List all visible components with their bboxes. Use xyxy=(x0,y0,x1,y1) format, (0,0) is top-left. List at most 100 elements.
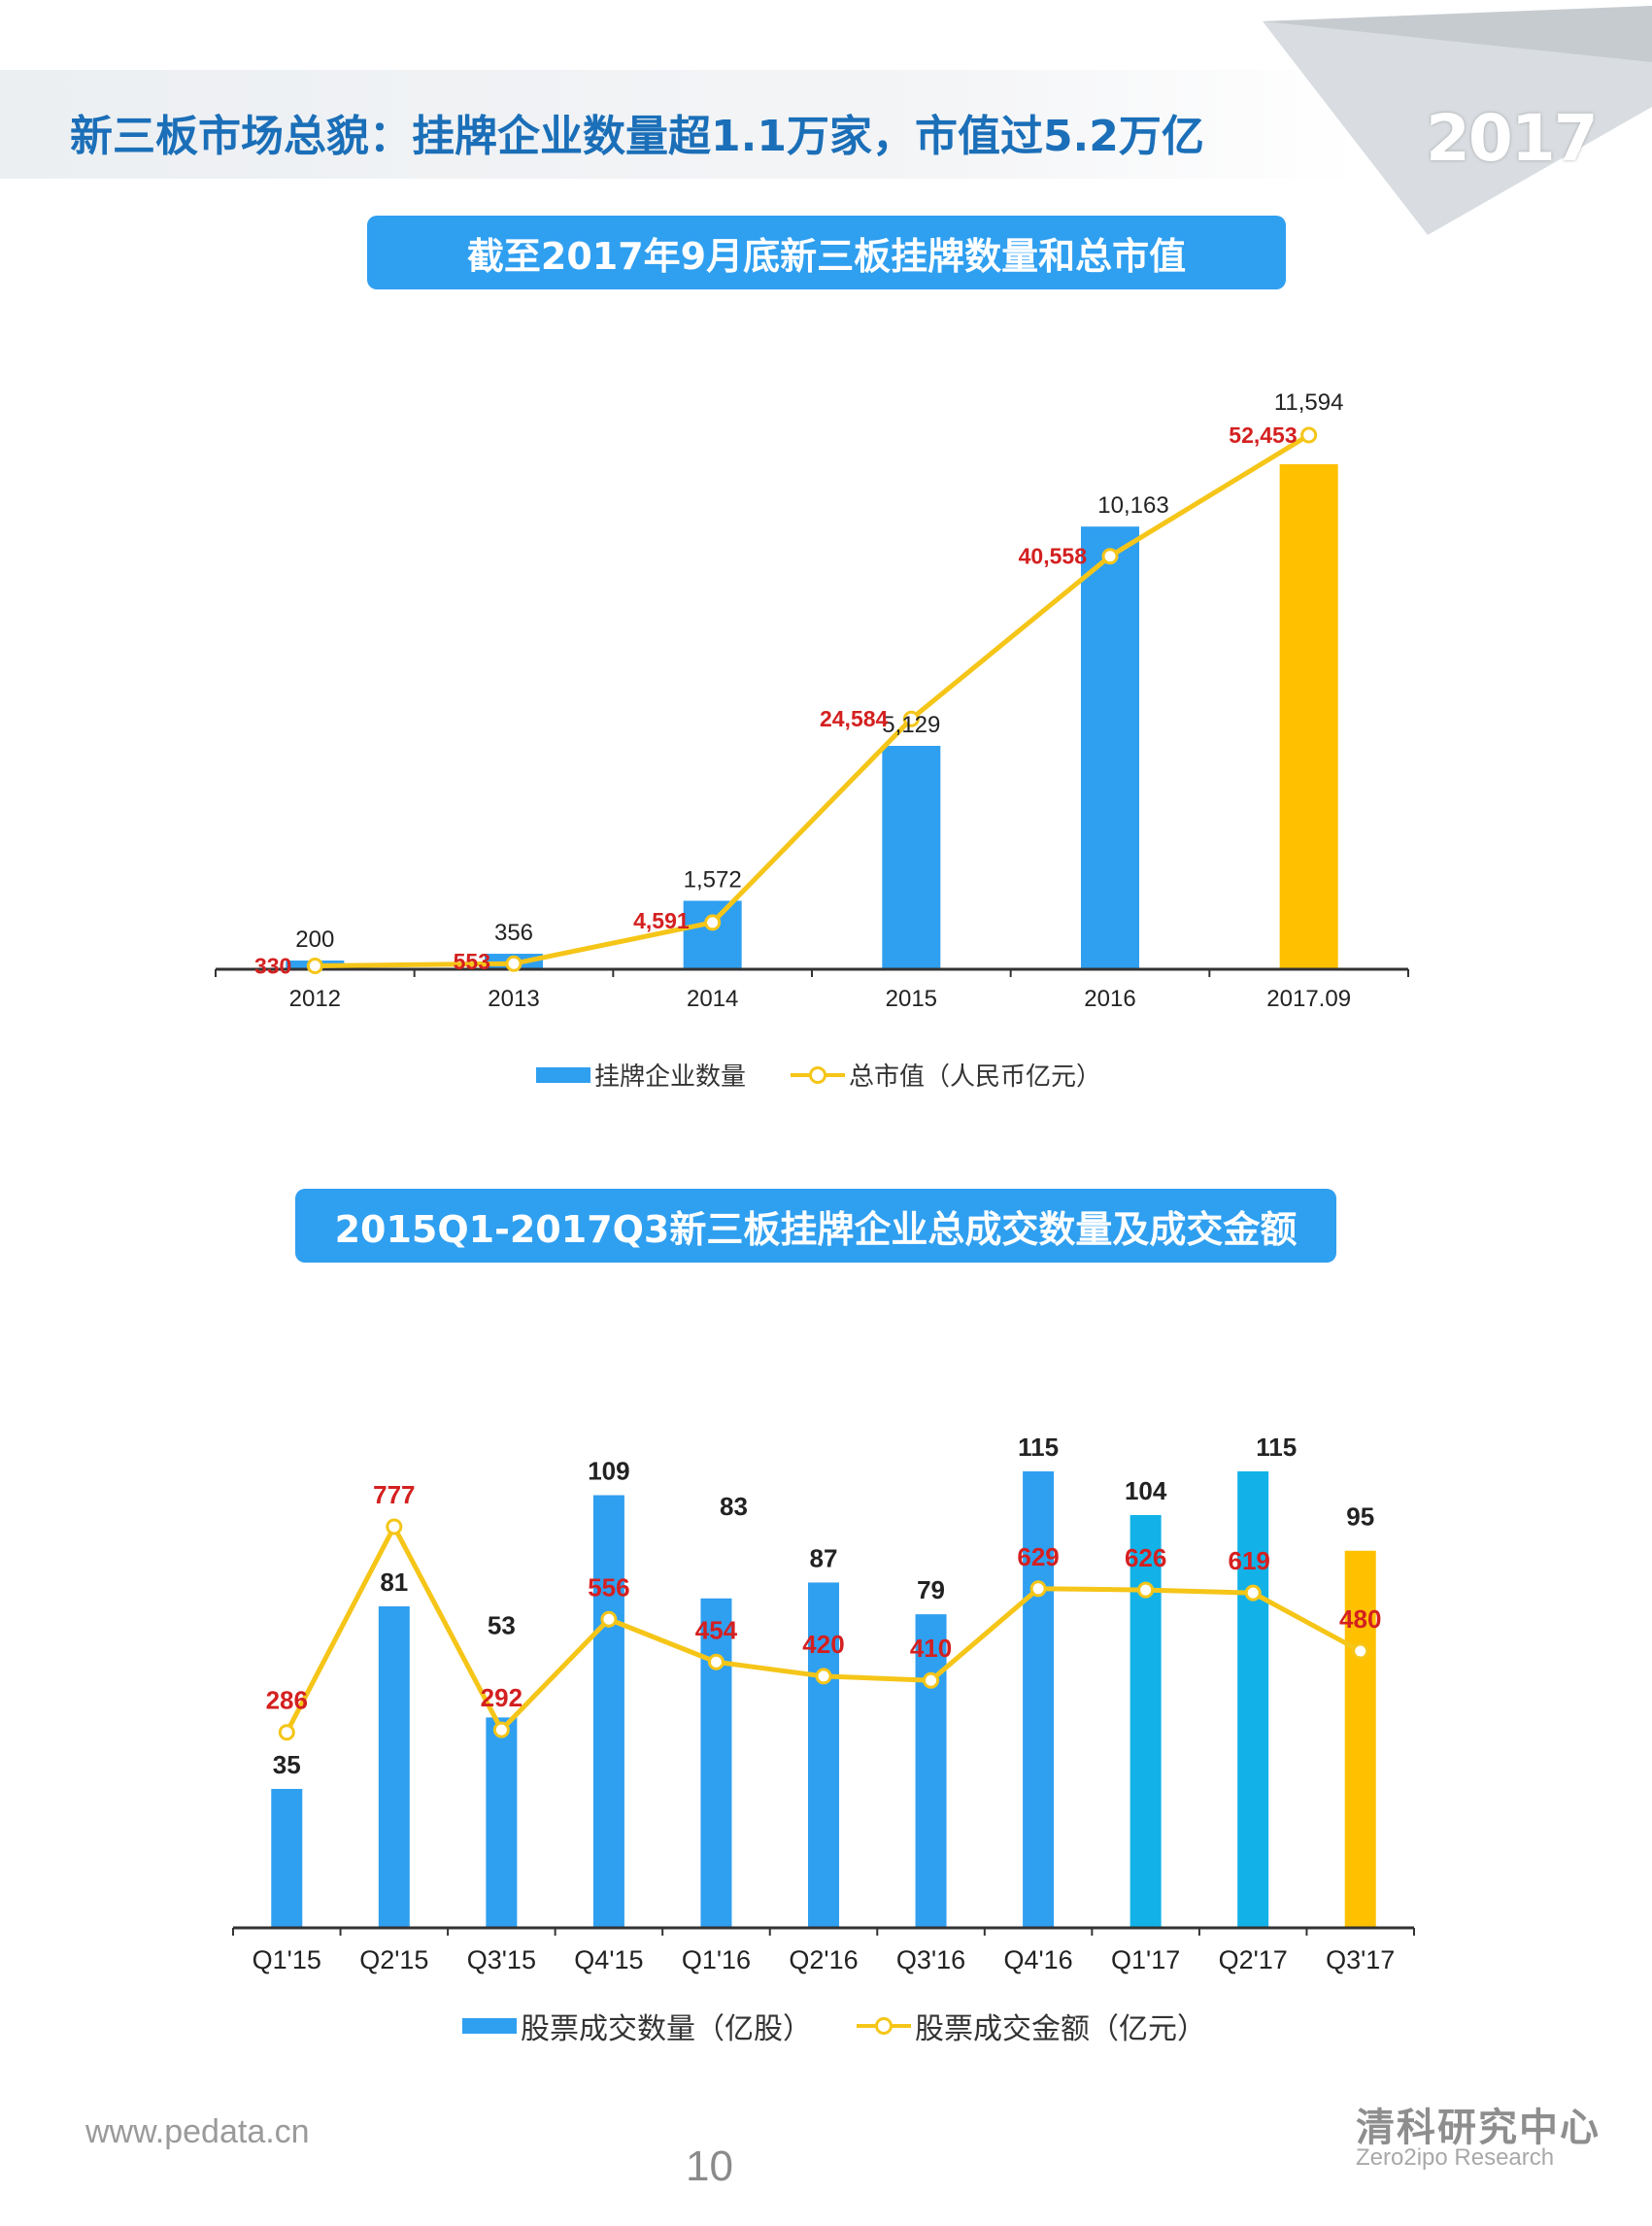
bar-data-label: 356 xyxy=(494,920,533,946)
bar-2015 xyxy=(882,745,941,969)
bar-data-label: 109 xyxy=(588,1457,629,1486)
x-tick-label: Q2'16 xyxy=(789,1945,858,1974)
x-tick-label: Q2'15 xyxy=(359,1945,428,1974)
chart1-legend: 挂牌企业数量 总市值（人民币亿元） xyxy=(536,1057,1101,1093)
legend-item-bar: 股票成交数量（亿股） xyxy=(462,2005,812,2047)
chart1-title: 截至2017年9月底新三板挂牌数量和总市值 xyxy=(367,216,1286,289)
line-point-2014 xyxy=(704,914,722,931)
line-point-2012 xyxy=(306,958,323,975)
line-data-label: 454 xyxy=(695,1615,738,1644)
page-number: 10 xyxy=(686,2142,733,2190)
bar-data-label: 87 xyxy=(810,1543,838,1572)
chart2-title: 2015Q1-2017Q3新三板挂牌企业总成交数量及成交金额 xyxy=(295,1189,1336,1263)
bar-data-label: 200 xyxy=(295,927,334,953)
line-point-Q3'17 xyxy=(1352,1642,1369,1660)
line-point-Q4'15 xyxy=(600,1610,618,1628)
line-data-label: 330 xyxy=(254,954,291,979)
bar-data-label: 83 xyxy=(720,1492,748,1521)
bar-data-label: 5,129 xyxy=(882,712,940,738)
legend-label: 股票成交金额（亿元） xyxy=(915,2012,1206,2046)
line-data-label: 410 xyxy=(910,1634,952,1663)
line-data-label: 556 xyxy=(588,1572,629,1602)
bar-data-label: 115 xyxy=(1018,1433,1059,1462)
line-data-label: 52,453 xyxy=(1229,422,1297,448)
bar-data-label: 81 xyxy=(380,1568,408,1597)
x-tick-label: Q3'15 xyxy=(467,1945,536,1974)
legend-label: 总市值（人民币亿元） xyxy=(849,1062,1102,1092)
line-data-label: 286 xyxy=(266,1686,308,1715)
x-tick-label: 2016 xyxy=(1084,986,1135,1012)
page-title: 新三板市场总貌：挂牌企业数量超1.1万家，市值过5.2万亿 xyxy=(70,112,1204,161)
bar-data-label: 35 xyxy=(273,1750,301,1779)
chart2-legend: 股票成交数量（亿股） 股票成交金额（亿元） xyxy=(462,2005,1206,2047)
line-data-label: 626 xyxy=(1125,1543,1166,1572)
footer-website: www.pedata.cn xyxy=(85,2113,310,2150)
bar-data-label: 79 xyxy=(917,1575,945,1604)
year-badge: 2017 xyxy=(1426,101,1599,176)
bar-2016 xyxy=(1081,526,1139,969)
bar-Q4'15 xyxy=(592,1495,624,1928)
line-point-Q2'15 xyxy=(386,1518,403,1535)
line-data-label: 553 xyxy=(454,949,490,974)
line-data-label: 480 xyxy=(1339,1604,1381,1634)
bar-data-label: 11,594 xyxy=(1274,389,1344,416)
legend-line-swatch xyxy=(857,2017,911,2035)
line-data-label: 40,558 xyxy=(1019,544,1088,569)
line-point-Q4'16 xyxy=(1029,1580,1047,1598)
legend-line-swatch xyxy=(791,1065,846,1084)
line-point-Q3'16 xyxy=(923,1671,940,1689)
bar-Q1'15 xyxy=(271,1788,303,1928)
bar-Q3'16 xyxy=(915,1614,947,1928)
x-tick-label: 2014 xyxy=(687,986,738,1012)
bar-Q3'15 xyxy=(486,1717,518,1928)
bar-Q4'16 xyxy=(1023,1471,1055,1928)
bar-Q2'16 xyxy=(808,1582,839,1928)
bar-2017.09 xyxy=(1279,464,1338,969)
bar-data-label: 1,572 xyxy=(684,866,742,893)
line-point-2016 xyxy=(1101,548,1119,565)
bar-Q2'17 xyxy=(1237,1471,1269,1928)
x-tick-label: Q1'15 xyxy=(253,1945,321,1974)
bar-data-label: 53 xyxy=(488,1610,516,1639)
x-tick-label: Q1'16 xyxy=(682,1945,751,1974)
x-tick-label: Q4'15 xyxy=(574,1945,643,1974)
legend-label: 股票成交数量（亿股） xyxy=(521,2012,812,2046)
x-tick-label: Q4'16 xyxy=(1003,1945,1072,1974)
line-point-2013 xyxy=(505,955,523,972)
x-tick-label: Q1'17 xyxy=(1111,1945,1180,1974)
legend-item-line: 总市值（人民币亿元） xyxy=(791,1057,1101,1093)
bar-data-label: 115 xyxy=(1256,1433,1297,1462)
line-data-label: 292 xyxy=(481,1683,523,1712)
x-tick-label: 2013 xyxy=(488,986,539,1012)
x-tick-label: Q3'16 xyxy=(896,1945,965,1974)
bar-Q1'16 xyxy=(700,1598,732,1928)
chart1-plot: 2012 2013 2014 2015 2016 2017.09 200 356 1,572 5,… xyxy=(215,389,1409,1012)
legend-item-bar: 挂牌企业数量 xyxy=(536,1057,746,1093)
line-data-label: 629 xyxy=(1017,1542,1059,1571)
line-series xyxy=(315,432,1310,969)
bar-data-label: 104 xyxy=(1125,1476,1167,1505)
x-tick-label: 2012 xyxy=(289,986,341,1012)
line-point-Q1'17 xyxy=(1137,1581,1155,1599)
chart2-plot: Q1'15 Q2'15 Q3'15 Q4'15 Q1'16 Q2'16 Q3'16 Q4'16… xyxy=(232,1433,1415,1974)
line-data-label: 24,584 xyxy=(820,706,889,731)
bar-data-label: 95 xyxy=(1346,1502,1374,1532)
line-point-Q2'16 xyxy=(815,1668,832,1685)
x-tick-label: 2015 xyxy=(886,986,937,1012)
line-data-label: 777 xyxy=(373,1480,415,1509)
bar-Q3'17 xyxy=(1344,1550,1376,1928)
legend-bar-swatch xyxy=(536,1066,590,1083)
line-point-2015 xyxy=(902,710,920,727)
bar-Q1'17 xyxy=(1129,1514,1162,1928)
line-point-Q3'15 xyxy=(492,1721,510,1738)
line-data-label: 4,591 xyxy=(633,908,690,933)
corner-decoration xyxy=(1263,6,1652,235)
line-point-Q2'17 xyxy=(1244,1584,1262,1602)
brand-english-name: Zero2ipo Research xyxy=(1356,2144,1555,2171)
x-tick-label: Q2'17 xyxy=(1219,1945,1288,1974)
bar-Q2'15 xyxy=(378,1605,410,1928)
bar-data-label: 10,163 xyxy=(1097,492,1168,519)
line-data-label: 420 xyxy=(802,1630,844,1659)
header-band xyxy=(0,70,1360,179)
line-point-2017.09 xyxy=(1300,426,1318,444)
